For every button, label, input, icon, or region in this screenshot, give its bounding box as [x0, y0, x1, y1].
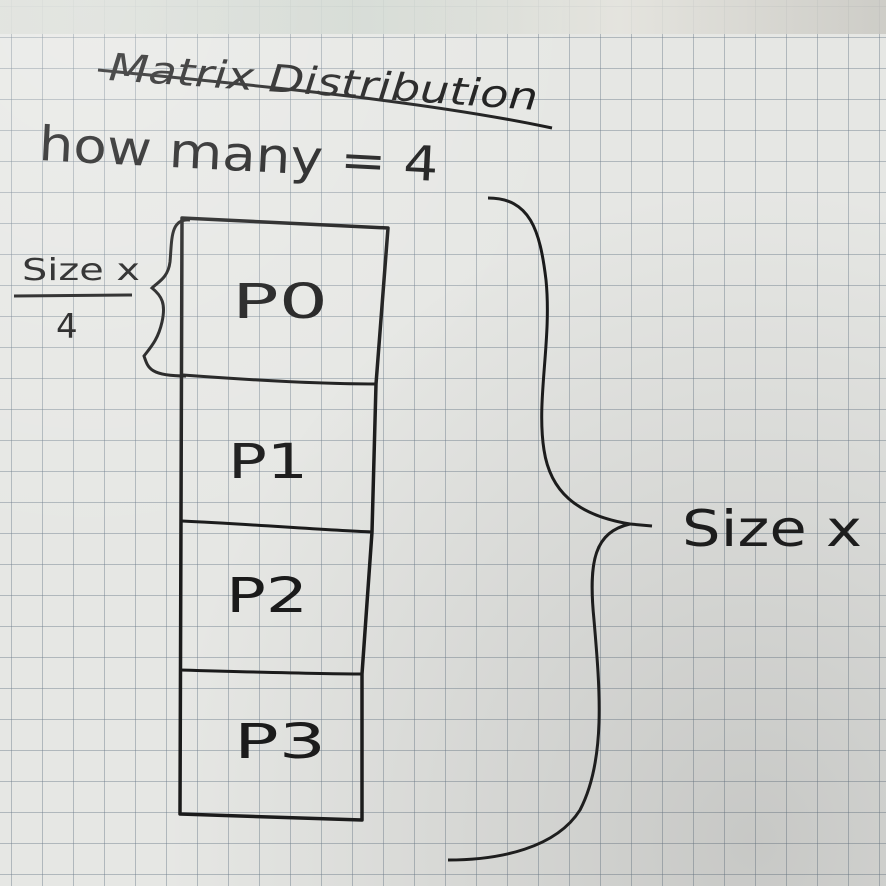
diagram-title: Matrix Distribution: [107, 45, 539, 119]
block-label-p0: P0: [232, 274, 328, 330]
row-divider-2: [181, 519, 373, 534]
block-height-brace: [142, 218, 191, 378]
fraction-numerator: Size x: [22, 253, 140, 288]
block-label-p3: P3: [234, 714, 326, 770]
total-height-brace: [447, 196, 631, 862]
row-divider-3: [179, 668, 363, 676]
photo-top-edge: [0, 0, 886, 34]
total-size-label: Size x: [682, 500, 862, 558]
fraction-denominator: 4: [56, 307, 78, 347]
block-label-p1: P1: [228, 434, 308, 490]
process-count-text: how many = 4: [37, 116, 439, 193]
matrix-column-outline: [178, 216, 390, 822]
title-underline: [97, 68, 553, 130]
brace-tip: [629, 522, 653, 528]
row-divider-1: [182, 373, 377, 386]
fraction-bar: [13, 293, 133, 298]
block-label-p2: P2: [226, 568, 308, 624]
